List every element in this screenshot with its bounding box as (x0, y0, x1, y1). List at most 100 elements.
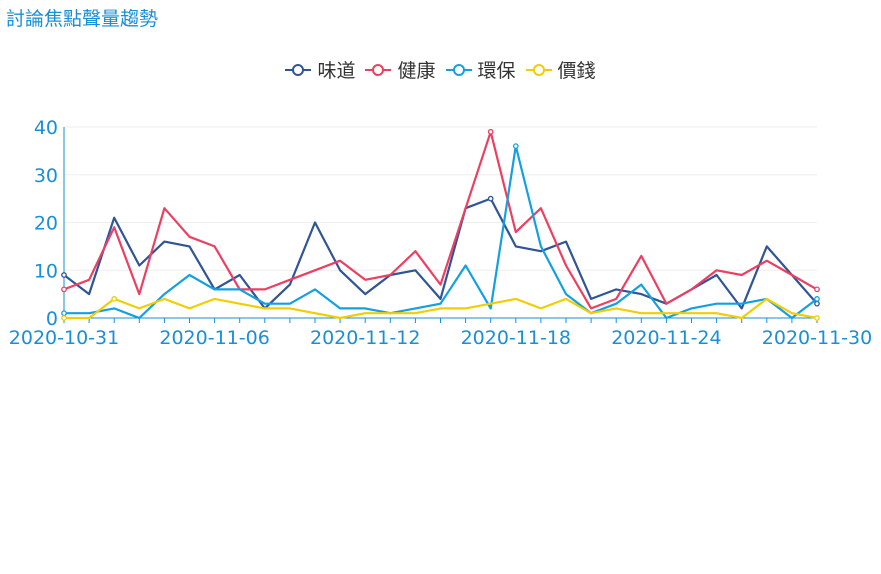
data-point[interactable] (464, 206, 468, 210)
data-point[interactable] (439, 283, 443, 287)
data-point[interactable] (539, 244, 543, 248)
data-point[interactable] (614, 287, 618, 291)
data-point[interactable] (188, 235, 192, 239)
data-point[interactable] (413, 249, 417, 253)
legend-item-環保[interactable]: 環保 (445, 56, 516, 83)
data-point[interactable] (413, 311, 417, 315)
data-point[interactable] (790, 311, 794, 315)
data-point-marker[interactable] (61, 272, 67, 278)
data-point[interactable] (589, 297, 593, 301)
data-point-marker[interactable] (814, 315, 820, 321)
data-point[interactable] (690, 287, 694, 291)
data-point[interactable] (263, 302, 267, 306)
data-point[interactable] (439, 302, 443, 306)
data-point[interactable] (162, 240, 166, 244)
data-point[interactable] (589, 311, 593, 315)
data-point[interactable] (338, 259, 342, 263)
legend-item-味道[interactable]: 味道 (285, 56, 355, 83)
data-point[interactable] (690, 311, 694, 315)
data-point[interactable] (614, 302, 618, 306)
data-point[interactable] (639, 283, 643, 287)
data-point[interactable] (614, 306, 618, 310)
data-point[interactable] (514, 297, 518, 301)
data-point[interactable] (639, 292, 643, 296)
data-point[interactable] (740, 302, 744, 306)
data-point[interactable] (790, 316, 794, 320)
data-point[interactable] (313, 311, 317, 315)
data-point[interactable] (213, 244, 217, 248)
data-point[interactable] (162, 206, 166, 210)
data-point[interactable] (213, 297, 217, 301)
data-point[interactable] (740, 273, 744, 277)
data-point[interactable] (388, 311, 392, 315)
data-point[interactable] (162, 292, 166, 296)
data-point[interactable] (313, 221, 317, 225)
data-point[interactable] (740, 316, 744, 320)
data-point[interactable] (87, 311, 91, 315)
data-point[interactable] (514, 244, 518, 248)
data-point[interactable] (413, 306, 417, 310)
data-point[interactable] (564, 297, 568, 301)
data-point[interactable] (539, 306, 543, 310)
data-point[interactable] (664, 311, 668, 315)
data-point[interactable] (413, 268, 417, 272)
data-point[interactable] (162, 297, 166, 301)
data-point[interactable] (112, 216, 116, 220)
data-point[interactable] (589, 306, 593, 310)
data-point[interactable] (388, 273, 392, 277)
data-point-marker[interactable] (814, 296, 820, 302)
data-point[interactable] (489, 306, 493, 310)
data-point[interactable] (213, 287, 217, 291)
data-point-marker[interactable] (111, 296, 118, 302)
data-point[interactable] (715, 302, 719, 306)
data-point[interactable] (137, 316, 141, 320)
data-point[interactable] (87, 316, 91, 320)
data-point-marker[interactable] (512, 143, 519, 149)
legend-item-價錢[interactable]: 價錢 (525, 56, 596, 83)
data-point[interactable] (363, 306, 367, 310)
data-point[interactable] (790, 273, 794, 277)
data-point[interactable] (263, 306, 267, 310)
data-point-marker[interactable] (814, 300, 820, 307)
data-point[interactable] (188, 244, 192, 248)
data-point[interactable] (765, 297, 769, 301)
data-point[interactable] (363, 292, 367, 296)
data-point[interactable] (514, 230, 518, 234)
data-point-marker[interactable] (61, 286, 67, 293)
data-point[interactable] (639, 311, 643, 315)
data-point[interactable] (313, 268, 317, 272)
data-point[interactable] (112, 306, 116, 310)
data-point-marker[interactable] (814, 286, 820, 293)
data-point[interactable] (288, 306, 292, 310)
data-point[interactable] (664, 316, 668, 320)
data-point[interactable] (690, 306, 694, 310)
data-point[interactable] (137, 263, 141, 267)
data-point[interactable] (765, 259, 769, 263)
data-point[interactable] (489, 302, 493, 306)
data-point[interactable] (288, 283, 292, 287)
data-point[interactable] (539, 206, 543, 210)
data-point[interactable] (464, 306, 468, 310)
data-point[interactable] (188, 273, 192, 277)
data-point[interactable] (188, 306, 192, 310)
data-point[interactable] (740, 306, 744, 310)
data-point-marker[interactable] (61, 310, 67, 317)
data-point[interactable] (715, 311, 719, 315)
data-point[interactable] (238, 273, 242, 277)
data-point[interactable] (614, 297, 618, 301)
data-point[interactable] (338, 268, 342, 272)
data-point[interactable] (112, 225, 116, 229)
data-point[interactable] (238, 287, 242, 291)
data-point[interactable] (87, 292, 91, 296)
data-point[interactable] (564, 263, 568, 267)
data-point[interactable] (137, 292, 141, 296)
legend-item-健康[interactable]: 健康 (365, 56, 436, 83)
data-point[interactable] (263, 287, 267, 291)
data-point[interactable] (715, 268, 719, 272)
data-point[interactable] (338, 306, 342, 310)
data-point[interactable] (439, 306, 443, 310)
data-point-marker[interactable] (61, 315, 67, 321)
data-point[interactable] (715, 273, 719, 277)
data-point-marker[interactable] (487, 195, 494, 202)
data-point-marker[interactable] (487, 128, 494, 135)
